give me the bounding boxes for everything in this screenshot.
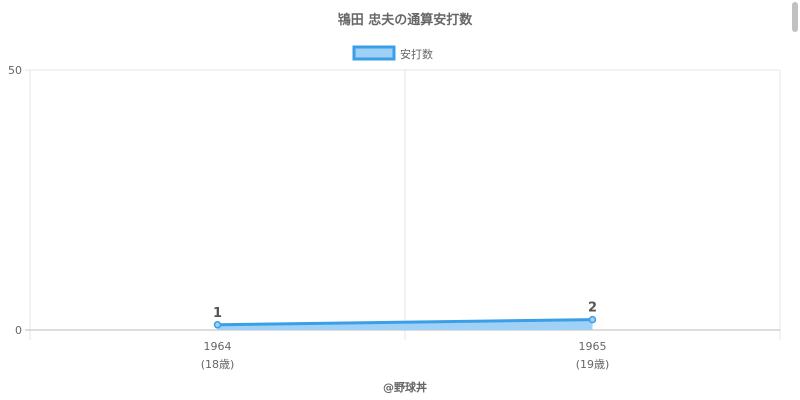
credit: @野球丼 [383, 380, 427, 394]
grid: 0 50 1964 (18歳) 1965 (19歳) [8, 64, 781, 371]
x-tick-sublabel: (18歳) [201, 358, 235, 371]
x-tick-sublabel: (19歳) [576, 358, 610, 371]
data-label: 1 [213, 306, 222, 321]
scrollbar[interactable] [792, 2, 798, 32]
y-tick-label: 0 [15, 324, 22, 337]
chart-title: 鴇田 忠夫の通算安打数 [338, 12, 474, 28]
y-tick-label: 50 [8, 64, 22, 77]
data-point [588, 315, 597, 324]
legend-swatch[interactable] [352, 45, 396, 61]
legend: 安打数 [352, 45, 433, 61]
x-tick-label: 1964 [204, 340, 232, 353]
data-point [213, 321, 222, 329]
series-line [217, 318, 593, 327]
x-tick-label: 1965 [579, 340, 607, 353]
data-label: 2 [588, 301, 597, 316]
legend-label: 安打数 [400, 47, 433, 61]
